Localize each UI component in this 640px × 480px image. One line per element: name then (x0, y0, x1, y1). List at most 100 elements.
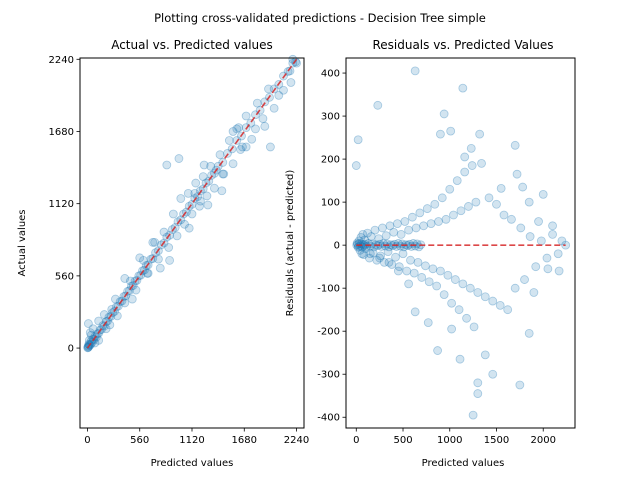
actual-vs-predicted-xtick-label: 0 (84, 435, 90, 446)
actual-vs-predicted-ylabel: Actual values (17, 209, 28, 276)
actual-vs-predicted-point (217, 186, 227, 196)
residuals-point (525, 232, 535, 241)
actual-vs-predicted-point (142, 268, 152, 278)
actual-vs-predicted-point (251, 124, 260, 134)
residuals-point (531, 262, 541, 272)
residuals-point (363, 228, 372, 238)
residuals-point (394, 262, 404, 272)
residuals-point (364, 253, 374, 263)
residuals-point (447, 324, 457, 334)
residuals-point (356, 241, 365, 251)
actual-vs-predicted-point (127, 294, 137, 304)
residuals-point (468, 410, 478, 420)
residuals-point (464, 202, 473, 211)
residuals-point (376, 251, 385, 261)
residuals-point (393, 266, 403, 276)
residuals-ylabel: Residuals (actual - predicted) (285, 170, 296, 317)
actual-vs-predicted-point (199, 160, 209, 170)
actual-vs-predicted-point (260, 121, 270, 131)
actual-vs-predicted-point (264, 84, 273, 94)
residuals-ticks: 0 500 1000 1500 2000 -400 -300 -200 -100 0 100 200 3… (317, 69, 556, 446)
actual-vs-predicted-point (174, 154, 184, 163)
residuals-point (396, 229, 406, 239)
residuals-point (492, 199, 501, 209)
residuals-ytick-label: -400 (317, 413, 340, 424)
residuals-point (426, 219, 436, 229)
residuals-point (447, 298, 457, 308)
residuals-point (507, 214, 516, 224)
residuals-point (410, 66, 420, 76)
actual-vs-predicted-point (159, 227, 169, 237)
actual-vs-predicted-point (101, 324, 111, 334)
residuals-point (415, 208, 425, 218)
residuals-point (515, 380, 525, 390)
residuals-xtick-label: 1500 (484, 435, 509, 446)
residuals-point (458, 83, 468, 93)
actual-vs-predicted-point (234, 123, 244, 133)
residuals-point (417, 273, 427, 282)
actual-vs-predicted-ytick-label: 1680 (49, 127, 74, 138)
actual-vs-predicted-point (198, 172, 208, 182)
residuals-point (458, 279, 468, 289)
actual-vs-predicted-point (279, 85, 288, 95)
residuals-point (410, 241, 420, 251)
actual-vs-predicted-point (209, 183, 219, 193)
actual-vs-predicted-point (135, 253, 145, 263)
residuals-point (385, 221, 395, 231)
actual-vs-predicted-point (155, 263, 165, 273)
actual-vs-predicted-title: Actual vs. Predicted values (111, 38, 273, 52)
residuals-point (404, 225, 414, 235)
actual-vs-predicted-point (274, 90, 284, 100)
residuals-xtick-label: 2000 (530, 435, 555, 446)
actual-vs-predicted-point (125, 276, 135, 286)
residuals-point (488, 296, 498, 306)
actual-vs-predicted-point (215, 150, 225, 160)
residuals-point (518, 182, 528, 192)
actual-vs-predicted-xtick-label: 1120 (179, 435, 204, 446)
residuals-point (370, 225, 380, 235)
residuals-point (529, 288, 539, 297)
residuals-point (520, 275, 529, 284)
residuals-point (351, 161, 361, 170)
actual-vs-predicted-point (111, 294, 120, 304)
residuals-point (538, 189, 548, 199)
residuals-xtick-label: 500 (393, 435, 412, 446)
residuals-point (510, 283, 520, 293)
residuals-point (471, 197, 481, 207)
residuals-point (358, 229, 368, 239)
actual-vs-predicted-xtick-label: 2240 (284, 435, 309, 446)
residuals-point (400, 217, 410, 226)
residuals-point (467, 161, 477, 170)
residuals-point (445, 184, 455, 194)
residuals-point (503, 305, 513, 315)
actual-vs-predicted-point (183, 188, 193, 198)
actual-vs-predicted-point (148, 237, 158, 247)
actual-vs-predicted-point (247, 134, 257, 144)
residuals-point (407, 212, 417, 222)
residuals-point (365, 241, 375, 251)
actual-vs-predicted-ytick-label: 560 (55, 271, 74, 282)
residuals-point (430, 199, 440, 209)
actual-vs-predicted-point (258, 114, 268, 123)
residuals-point (554, 266, 564, 276)
residuals-point (436, 266, 445, 276)
residuals-point (524, 197, 534, 207)
residuals-point (353, 239, 363, 249)
actual-vs-predicted-point (219, 169, 229, 179)
actual-vs-predicted-point (143, 268, 153, 278)
actual-vs-predicted-point (94, 335, 104, 345)
actual-vs-predicted-point (120, 274, 130, 283)
actual-vs-predicted-reference-line-path (86, 58, 298, 349)
actual-vs-predicted-point (84, 319, 93, 328)
residuals-panel: Residuals vs. Predicted Values Predicted… (285, 38, 576, 469)
actual-vs-predicted-panel: Actual vs. Predicted values Predicted va… (17, 38, 309, 469)
actual-vs-predicted-point (153, 254, 163, 264)
residuals-point (452, 176, 462, 186)
residuals-point (405, 239, 414, 249)
residuals-point (437, 193, 447, 203)
actual-vs-predicted-point (252, 98, 262, 108)
residuals-point (375, 253, 385, 263)
residuals-point (439, 290, 449, 300)
actual-vs-predicted-point (172, 231, 182, 241)
